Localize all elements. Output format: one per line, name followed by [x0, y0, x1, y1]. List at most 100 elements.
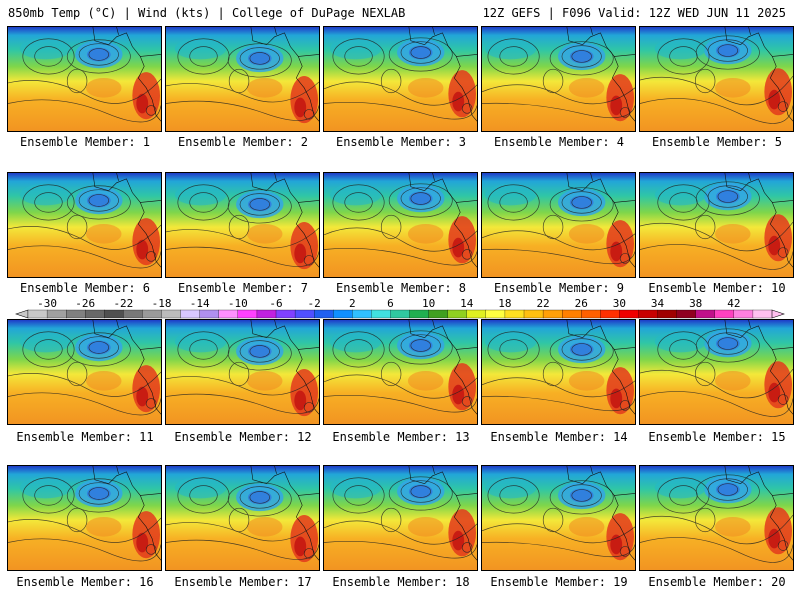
colorbar-tick-label: -30	[37, 297, 57, 310]
ensemble-member-label: Ensemble Member: 19	[490, 575, 628, 589]
colorbar-swatch	[504, 309, 525, 319]
ensemble-member-label: Ensemble Member: 1	[19, 135, 151, 149]
ensemble-member-label: Ensemble Member: 2	[177, 135, 309, 149]
colorbar-swatch	[581, 309, 601, 319]
ensemble-map-panel	[165, 465, 320, 571]
ensemble-member-label: Ensemble Member: 16	[16, 575, 154, 589]
run-valid-time: 12Z GEFS | F096 Valid: 12Z WED JUN 11 20…	[482, 6, 786, 20]
ensemble-member-label: Ensemble Member: 6	[19, 281, 151, 295]
colorbar-swatch	[390, 309, 410, 319]
colorbar-tick-label: 2	[349, 297, 356, 310]
colorbar-swatch	[161, 309, 182, 319]
ensemble-map-panel	[639, 465, 794, 571]
colorbar-swatch	[180, 309, 201, 319]
ensemble-member-label: Ensemble Member: 5	[651, 135, 783, 149]
ensemble-member-label: Ensemble Member: 17	[174, 575, 312, 589]
ensemble-map-panel	[7, 172, 162, 278]
colorbar-min-arrow	[15, 309, 29, 319]
colorbar-swatch	[104, 309, 124, 319]
ensemble-map-panel	[639, 172, 794, 278]
colorbar-tick-label: 10	[422, 297, 435, 310]
ensemble-member-label: Ensemble Member: 14	[490, 430, 628, 444]
map-title: 850mb Temp (°C) | Wind (kts) | College o…	[8, 6, 406, 20]
colorbar-tick-label: 38	[689, 297, 702, 310]
colorbar-swatch	[371, 309, 391, 319]
ensemble-member-label: Ensemble Member: 3	[335, 135, 467, 149]
colorbar-swatch	[409, 309, 430, 319]
ensemble-member-label: Ensemble Member: 13	[332, 430, 470, 444]
colorbar-swatch	[142, 309, 162, 319]
colorbar-tick-label: -14	[190, 297, 210, 310]
colorbar-swatch	[85, 309, 105, 319]
colorbar-swatch	[447, 309, 468, 319]
ensemble-map-panel	[639, 319, 794, 425]
ensemble-map-panel	[165, 172, 320, 278]
colorbar-tick-label: 34	[651, 297, 665, 310]
ensemble-member-label: Ensemble Member: 11	[16, 430, 154, 444]
colorbar-tick-label: -6	[269, 297, 282, 310]
colorbar-swatch	[218, 309, 239, 319]
colorbar-swatch	[123, 309, 143, 319]
colorbar-swatch	[27, 309, 48, 319]
colorbar-swatch	[676, 309, 697, 319]
colorbar-swatch	[733, 309, 754, 319]
colorbar-tick-label: 22	[536, 297, 549, 310]
colorbar-swatch	[657, 309, 678, 319]
colorbar-tick-label: 26	[575, 297, 588, 310]
colorbar-swatch	[600, 309, 620, 319]
colorbar-swatch	[428, 309, 449, 319]
ensemble-member-label: Ensemble Member: 20	[648, 575, 786, 589]
ensemble-member-label: Ensemble Member: 4	[493, 135, 625, 149]
colorbar-tick-label: -26	[75, 297, 95, 310]
ensemble-map-panel	[165, 26, 320, 132]
ensemble-member-label: Ensemble Member: 7	[177, 281, 309, 295]
colorbar-tick-label: 18	[498, 297, 511, 310]
ensemble-map-panel	[481, 172, 636, 278]
ensemble-map-panel	[7, 319, 162, 425]
ensemble-member-label: Ensemble Member: 15	[648, 430, 786, 444]
colorbar-tick-label: -10	[228, 297, 248, 310]
colorbar-swatch	[523, 309, 544, 319]
ensemble-map-panel	[7, 465, 162, 571]
ensemble-map-panel	[323, 172, 478, 278]
colorbar-swatch	[752, 309, 773, 319]
colorbar-swatch	[66, 309, 86, 319]
colorbar-graphic: -30 -26 -22 -18 -14 -10 -6 -2 2 6 10 14 18 22 26 30 34 38…	[15, 297, 785, 319]
colorbar-tick-label: 30	[613, 297, 626, 310]
colorbar-swatch	[314, 309, 334, 319]
ensemble-map-panel	[639, 26, 794, 132]
ensemble-member-label: Ensemble Member: 9	[493, 281, 625, 295]
ensemble-member-label: Ensemble Member: 8	[335, 281, 467, 295]
colorbar-max-arrow	[771, 309, 785, 319]
colorbar-swatch	[485, 309, 506, 319]
temperature-colorbar: -30 -26 -22 -18 -14 -10 -6 -2 2 6 10 14 18 22 26 30 34 38…	[14, 296, 786, 322]
colorbar-swatch	[237, 309, 258, 319]
colorbar-swatch	[294, 309, 315, 319]
colorbar-swatch	[714, 309, 735, 319]
ensemble-map-panel	[165, 319, 320, 425]
colorbar-swatch	[466, 309, 487, 319]
colorbar-swatch	[256, 309, 277, 319]
colorbar-swatch	[46, 309, 67, 319]
colorbar-swatch	[562, 309, 582, 319]
colorbar-tick-label: 14	[460, 297, 474, 310]
colorbar-swatch	[199, 309, 220, 319]
ensemble-map-panel	[481, 319, 636, 425]
ensemble-map-panel	[7, 26, 162, 132]
ensemble-map-panel	[323, 319, 478, 425]
ensemble-map-panel	[481, 465, 636, 571]
ensemble-member-label: Ensemble Member: 18	[332, 575, 470, 589]
ensemble-map-panel	[323, 465, 478, 571]
colorbar-swatch	[619, 309, 639, 319]
ensemble-map-panel	[481, 26, 636, 132]
colorbar-swatch	[638, 309, 658, 319]
colorbar-swatch	[275, 309, 296, 319]
colorbar-tick-label: 42	[727, 297, 740, 310]
colorbar-tick-label: -22	[113, 297, 133, 310]
colorbar-swatch	[333, 309, 353, 319]
ensemble-member-label: Ensemble Member: 10	[648, 281, 786, 295]
colorbar-swatch	[695, 309, 716, 319]
ensemble-member-label: Ensemble Member: 12	[174, 430, 312, 444]
colorbar-tick-label: 6	[387, 297, 394, 310]
colorbar-tick-label: -2	[308, 297, 321, 310]
